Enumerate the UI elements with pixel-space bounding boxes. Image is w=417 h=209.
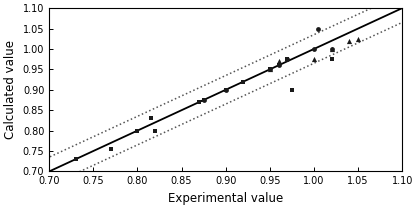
Point — [284, 57, 291, 61]
Point — [200, 98, 207, 102]
Point — [328, 47, 335, 51]
Point — [108, 147, 114, 151]
Point — [134, 129, 141, 132]
Point — [284, 57, 291, 61]
X-axis label: Experimental value: Experimental value — [168, 192, 283, 205]
Point — [200, 98, 207, 102]
Point — [315, 27, 322, 30]
Point — [275, 64, 282, 67]
Point — [275, 64, 282, 67]
Point — [266, 68, 273, 71]
Point — [355, 37, 362, 41]
Point — [266, 68, 273, 71]
Point — [222, 88, 229, 92]
Y-axis label: Calculated value: Calculated value — [4, 40, 17, 139]
Point — [328, 47, 335, 51]
Point — [147, 117, 154, 120]
Point — [152, 129, 158, 132]
Point — [196, 100, 203, 104]
Point — [311, 47, 317, 51]
Point — [222, 88, 229, 92]
Point — [328, 57, 335, 61]
Point — [311, 57, 317, 61]
Point — [289, 88, 295, 92]
Point — [346, 39, 352, 42]
Point — [240, 80, 247, 83]
Point — [72, 158, 79, 161]
Point — [275, 60, 282, 63]
Point — [266, 68, 273, 71]
